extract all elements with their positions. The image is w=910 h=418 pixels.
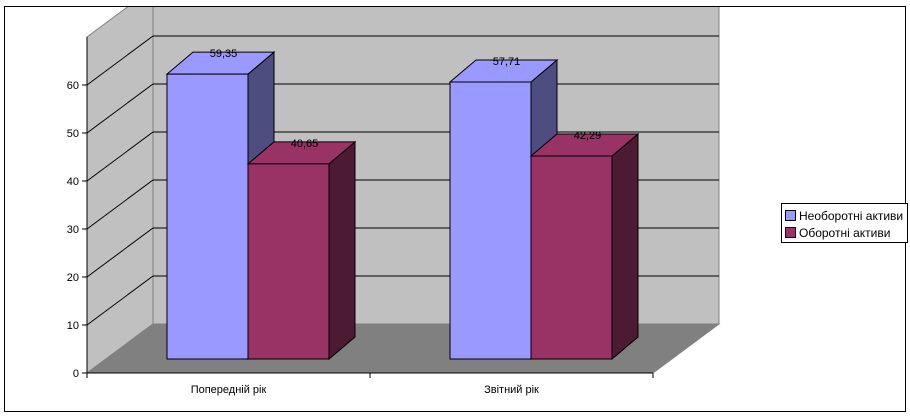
bar — [166, 73, 249, 360]
y-tick-label: 40 — [67, 176, 79, 188]
y-tick-label: 0 — [73, 368, 79, 380]
y-tick-label: 20 — [67, 272, 79, 284]
data-label: 57,71 — [493, 56, 521, 68]
bar-side — [328, 140, 356, 361]
legend-item-series-2: Оборотні активи — [785, 224, 907, 241]
bar — [530, 155, 613, 360]
legend-label-series-1: Необоротні активи — [799, 208, 904, 223]
y-tick-label: 60 — [67, 80, 79, 92]
y-tick-label: 50 — [67, 128, 79, 140]
chart-frame: 0 10 20 30 40 50 60 Попередній рік Звітний рік 59… — [4, 6, 908, 412]
legend-item-series-1: Необоротні активи — [785, 207, 907, 224]
gridline — [86, 35, 719, 86]
y-tick-label: 30 — [67, 224, 79, 236]
bar — [449, 81, 532, 360]
y-tick-label: 10 — [67, 320, 79, 332]
bar-side — [611, 132, 639, 361]
x-tick-label: Попередній рік — [191, 384, 267, 396]
legend: Необоротні активи Оборотні активи — [781, 203, 908, 243]
bar — [247, 163, 330, 360]
x-tick-label: Звітний рік — [484, 384, 539, 396]
data-label: 40,65 — [291, 138, 319, 150]
legend-label-series-2: Оборотні активи — [799, 225, 891, 240]
legend-swatch-series-2 — [785, 227, 796, 238]
legend-swatch-series-1 — [785, 210, 796, 221]
data-label: 42,29 — [574, 130, 602, 142]
bar-chart-3d: 0 10 20 30 40 50 60 Попередній рік Звітний рік 59… — [67, 7, 721, 396]
data-label: 59,35 — [210, 48, 238, 60]
